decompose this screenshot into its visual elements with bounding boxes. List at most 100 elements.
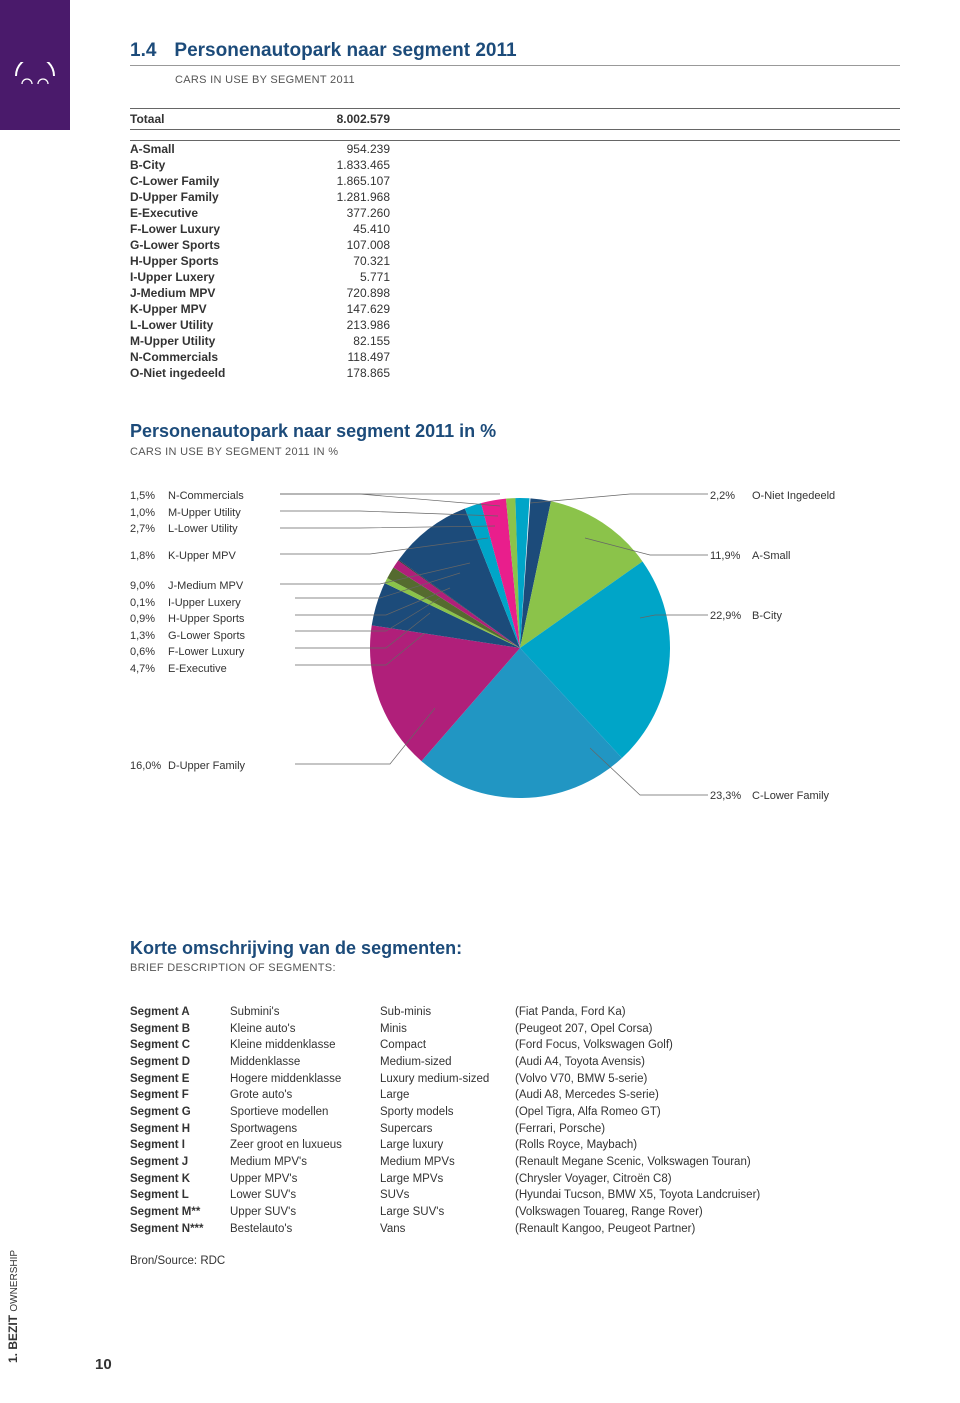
desc-example: (Renault Megane Scenic, Volkswagen Toura…: [515, 1154, 900, 1171]
desc-en: Minis: [380, 1021, 515, 1038]
total-label: Totaal: [130, 112, 310, 126]
segment-row: L-Lower Utility213.986: [130, 317, 900, 333]
desc-en: Supercars: [380, 1121, 515, 1138]
desc-en: Medium-sized: [380, 1054, 515, 1071]
segment-row: F-Lower Luxury45.410: [130, 221, 900, 237]
pie-section-subtitle: CARS IN USE BY SEGMENT 2011 IN %: [130, 446, 900, 458]
pie-label-row: 1,5%N-Commercials: [130, 488, 244, 505]
segment-value: 377.260: [310, 206, 390, 220]
pie-label-pct: 1,5%: [130, 488, 168, 505]
segment-row: D-Upper Family1.281.968: [130, 189, 900, 205]
pie-labels-left-4: 16,0%D-Upper Family: [130, 758, 245, 775]
segment-row: J-Medium MPV720.898: [130, 285, 900, 301]
segment-name: N-Commercials: [130, 350, 310, 364]
segment-value: 45.410: [310, 222, 390, 236]
desc-en: Luxury medium-sized: [380, 1071, 515, 1088]
pie-label-name: L-Lower Utility: [168, 521, 238, 538]
segment-row: B-City1.833.465: [130, 157, 900, 173]
segment-name: D-Upper Family: [130, 190, 310, 204]
desc-example: (Fiat Panda, Ford Ka): [515, 1004, 900, 1021]
desc-nl: Bestelauto's: [230, 1221, 380, 1238]
pie-labels-left-3: 9,0%J-Medium MPV0,1%I-Upper Luxery0,9%H-…: [130, 578, 245, 677]
desc-nl: Medium MPV's: [230, 1154, 380, 1171]
segment-row: K-Upper MPV147.629: [130, 301, 900, 317]
segment-value: 107.008: [310, 238, 390, 252]
pie-label-row: 2,2%O-Niet Ingedeeld: [710, 488, 835, 505]
desc-en: Vans: [380, 1221, 515, 1238]
pie-label-name: F-Lower Luxury: [168, 644, 244, 661]
desc-segment: Segment M**: [130, 1204, 230, 1221]
desc-example: (Renault Kangoo, Peugeot Partner): [515, 1221, 900, 1238]
source-text: Bron/Source: RDC: [130, 1255, 900, 1267]
pie-label-row: 0,9%H-Upper Sports: [130, 611, 245, 628]
description-subtitle: BRIEF DESCRIPTION OF SEGMENTS:: [130, 962, 900, 974]
description-row: Segment CKleine middenklasseCompact(Ford…: [130, 1037, 900, 1054]
heading-title: Personenautopark naar segment 2011: [174, 40, 516, 62]
description-table: Segment ASubmini'sSub-minis(Fiat Panda, …: [130, 1004, 900, 1237]
pie-label-name: N-Commercials: [168, 488, 244, 505]
totals-table: Totaal 8.002.579: [130, 108, 900, 130]
pie-label-pct: 9,0%: [130, 578, 168, 595]
desc-nl: Upper SUV's: [230, 1204, 380, 1221]
desc-example: (Ford Focus, Volkswagen Golf): [515, 1037, 900, 1054]
segment-row: G-Lower Sports107.008: [130, 237, 900, 253]
pie-label-pct: 1,3%: [130, 628, 168, 645]
desc-example: (Volvo V70, BMW 5-serie): [515, 1071, 900, 1088]
segment-name: H-Upper Sports: [130, 254, 310, 268]
desc-en: Compact: [380, 1037, 515, 1054]
desc-en: Sub-minis: [380, 1004, 515, 1021]
description-row: Segment KUpper MPV'sLarge MPVs(Chrysler …: [130, 1171, 900, 1188]
desc-example: (Ferrari, Porsche): [515, 1121, 900, 1138]
segment-name: J-Medium MPV: [130, 286, 310, 300]
segment-name: F-Lower Luxury: [130, 222, 310, 236]
pie-label-row: 1,0%M-Upper Utility: [130, 505, 244, 522]
pie-label-name: C-Lower Family: [752, 788, 829, 805]
desc-en: Large MPVs: [380, 1171, 515, 1188]
pie-label-row: 9,0%J-Medium MPV: [130, 578, 245, 595]
desc-segment: Segment D: [130, 1054, 230, 1071]
segment-value: 70.321: [310, 254, 390, 268]
segment-name: O-Niet ingedeeld: [130, 366, 310, 380]
desc-example: (Audi A4, Toyota Avensis): [515, 1054, 900, 1071]
desc-segment: Segment B: [130, 1021, 230, 1038]
desc-nl: Submini's: [230, 1004, 380, 1021]
segment-value: 178.865: [310, 366, 390, 380]
desc-example: (Opel Tigra, Alfa Romeo GT): [515, 1104, 900, 1121]
segments-table: A-Small954.239B-City1.833.465C-Lower Fam…: [130, 140, 900, 381]
segment-value: 1.281.968: [310, 190, 390, 204]
desc-segment: Segment I: [130, 1137, 230, 1154]
description-row: Segment LLower SUV'sSUVs(Hyundai Tucson,…: [130, 1187, 900, 1204]
pie-label-pct: 23,3%: [710, 788, 752, 805]
segment-value: 954.239: [310, 142, 390, 156]
segment-row: H-Upper Sports70.321: [130, 253, 900, 269]
segment-row: M-Upper Utility82.155: [130, 333, 900, 349]
segment-name: A-Small: [130, 142, 310, 156]
pie-label-name: K-Upper MPV: [168, 548, 236, 565]
desc-segment: Segment F: [130, 1087, 230, 1104]
segment-name: I-Upper Luxery: [130, 270, 310, 284]
segment-name: G-Lower Sports: [130, 238, 310, 252]
desc-segment: Segment C: [130, 1037, 230, 1054]
desc-en: Large: [380, 1087, 515, 1104]
pie-chart: [370, 498, 670, 798]
total-value: 8.002.579: [310, 112, 390, 126]
pie-label-pct: 0,6%: [130, 644, 168, 661]
segment-name: L-Lower Utility: [130, 318, 310, 332]
segment-row: E-Executive377.260: [130, 205, 900, 221]
description-title: Korte omschrijving van de segmenten:: [130, 938, 900, 959]
segment-row: N-Commercials118.497: [130, 349, 900, 365]
pie-labels-left-2: 1,8%K-Upper MPV: [130, 548, 236, 565]
description-row: Segment BKleine auto'sMinis(Peugeot 207,…: [130, 1021, 900, 1038]
description-row: Segment IZeer groot en luxueusLarge luxu…: [130, 1137, 900, 1154]
sidebar-section-label: 1. BEZIT OWNERSHIP: [6, 1250, 20, 1363]
pie-label-pct: 4,7%: [130, 661, 168, 678]
pie-chart-zone: 1,5%N-Commercials1,0%M-Upper Utility2,7%…: [130, 488, 900, 918]
sidebar-logo-icon: [14, 62, 56, 92]
heading-number: 1.4: [130, 40, 156, 62]
desc-segment: Segment G: [130, 1104, 230, 1121]
desc-segment: Segment N***: [130, 1221, 230, 1238]
pie-label-name: E-Executive: [168, 661, 227, 678]
sidebar-title: 1. BEZIT: [6, 1315, 20, 1363]
pie-label-row: 1,8%K-Upper MPV: [130, 548, 236, 565]
desc-nl: Lower SUV's: [230, 1187, 380, 1204]
